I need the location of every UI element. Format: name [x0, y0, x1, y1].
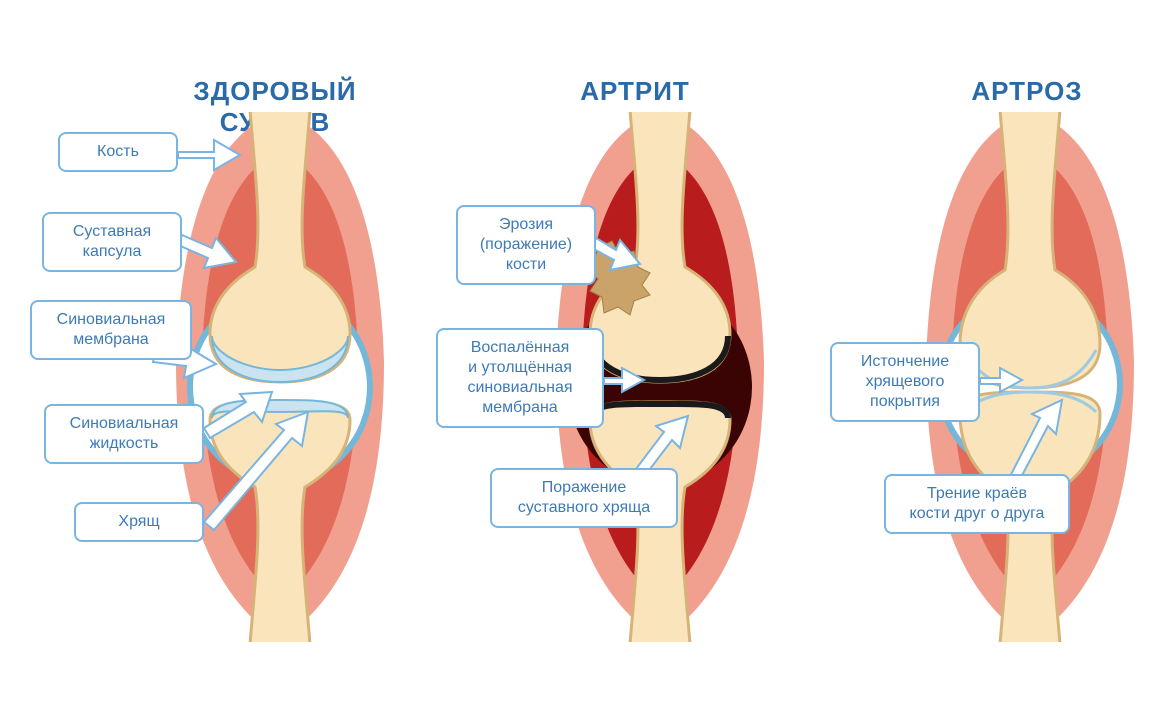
callout-cartilage: Хрящ	[74, 502, 204, 542]
callout-cartdmg: Поражениесуставного хряща	[490, 468, 678, 528]
callout-erosion: Эрозия(поражение)кости	[456, 205, 596, 285]
callout-sfluid: Синовиальнаяжидкость	[44, 404, 204, 464]
arrow-capsule	[178, 235, 236, 268]
arrow-sfluid	[204, 392, 272, 438]
arrow-bone	[178, 140, 240, 170]
callout-bone: Кость	[58, 132, 178, 172]
arrow-thinning	[980, 368, 1022, 392]
callout-capsule: Суставнаякапсула	[42, 212, 182, 272]
callout-thinning: Истончениехрящевогопокрытия	[830, 342, 980, 422]
callout-inflamed: Воспалённаяи утолщённаясиновиальнаямембр…	[436, 328, 604, 428]
arrow-erosion	[592, 238, 640, 270]
arrow-inflamed	[604, 368, 644, 392]
callout-smembrane: Синовиальнаямембрана	[30, 300, 192, 360]
callout-friction: Трение краёвкости друг о друга	[884, 474, 1070, 534]
